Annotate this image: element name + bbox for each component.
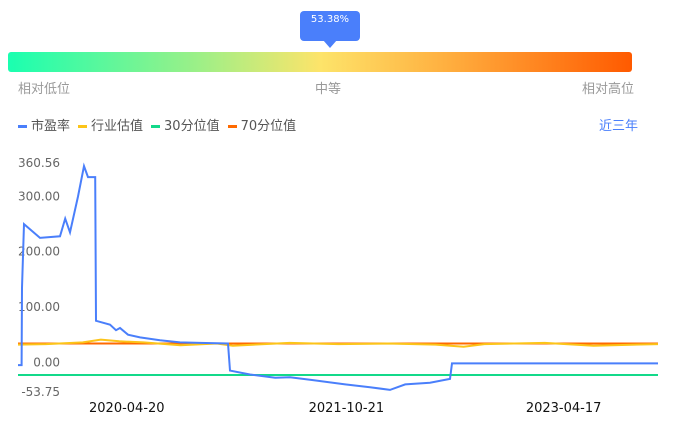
legend-label: 市盈率 bbox=[31, 119, 71, 134]
legend-item[interactable]: 市盈率 bbox=[18, 115, 70, 134]
legend-item[interactable]: 30分位值 bbox=[151, 115, 220, 134]
chart-legend: 市盈率 行业估值 30分位值 70分位值 bbox=[18, 115, 296, 134]
legend-label: 30分位值 bbox=[164, 119, 220, 134]
x-tick-label: 2023-04-17 bbox=[526, 401, 602, 416]
legend-label: 行业估值 bbox=[91, 119, 144, 134]
series-line-1 bbox=[17, 338, 659, 348]
gauge-mid-label: 中等 bbox=[315, 82, 342, 97]
series-line-0 bbox=[18, 162, 658, 391]
range-three-years-button[interactable]: 近三年 bbox=[599, 119, 639, 134]
gauge-high-label: 相对高位 bbox=[582, 82, 635, 97]
legend-swatch bbox=[151, 125, 161, 128]
legend-swatch bbox=[18, 125, 27, 128]
valuation-gauge-bar bbox=[8, 52, 632, 72]
x-tick-label: 2021-10-21 bbox=[309, 401, 385, 416]
legend-swatch bbox=[78, 125, 88, 128]
percentile-tooltip: 53.38% bbox=[300, 11, 360, 48]
y-tick-label: 300.00 bbox=[18, 189, 60, 203]
gauge-low-label: 相对低位 bbox=[18, 82, 71, 97]
legend-label: 70分位值 bbox=[240, 119, 297, 134]
y-tick-label: 100.00 bbox=[18, 300, 60, 314]
legend-swatch bbox=[227, 125, 237, 128]
x-tick-label: 2020-04-20 bbox=[89, 401, 165, 416]
y-tick-label: 0.00 bbox=[33, 355, 60, 369]
y-tick-label: 200.00 bbox=[18, 245, 60, 259]
y-tick-label: 360.56 bbox=[18, 156, 60, 170]
y-tick-label: -53.75 bbox=[21, 385, 60, 399]
legend-item[interactable]: 70分位值 bbox=[227, 115, 297, 134]
legend-item[interactable]: 行业估值 bbox=[78, 115, 143, 134]
